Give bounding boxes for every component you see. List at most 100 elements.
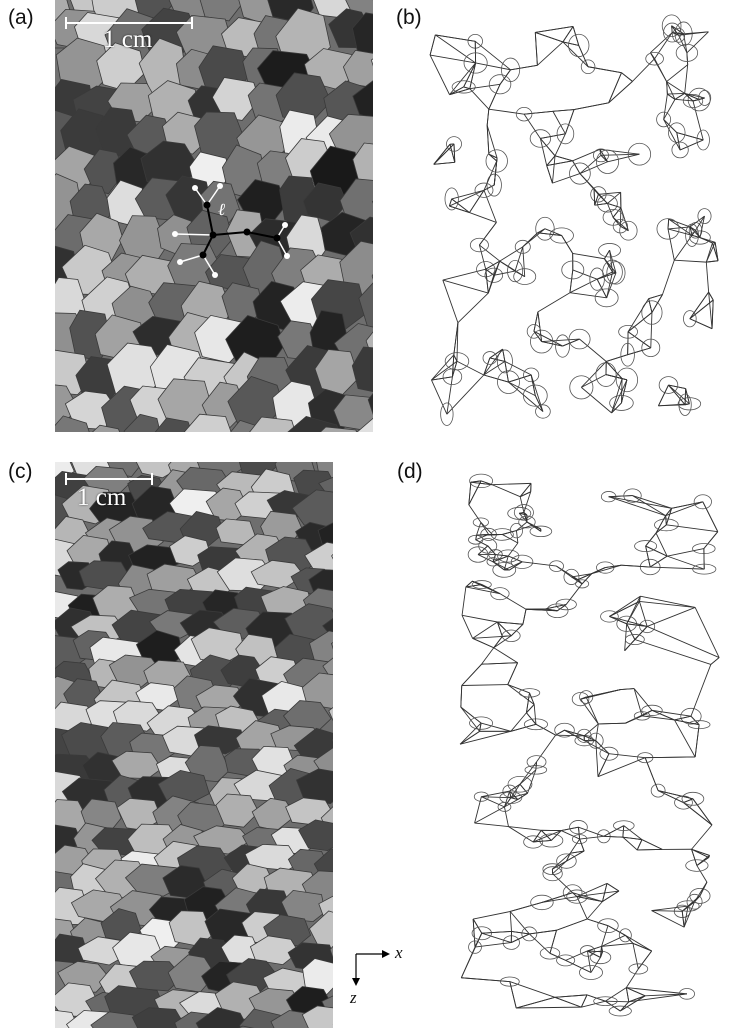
- network-edge: [690, 664, 712, 717]
- network-edge: [472, 637, 494, 649]
- network-edge: [684, 388, 687, 405]
- network-edge: [433, 143, 455, 165]
- network-edge: [461, 977, 510, 983]
- network-edge: [667, 228, 693, 236]
- network-edge: [710, 657, 720, 665]
- network-edge: [674, 715, 692, 721]
- network-edge: [694, 607, 720, 658]
- network-ellipse: [484, 267, 504, 283]
- network-edge: [460, 706, 482, 724]
- network-ellipse: [451, 80, 476, 94]
- network-edge: [601, 925, 609, 947]
- network-edge: [572, 269, 598, 280]
- network-edge: [565, 959, 592, 973]
- grain: [331, 737, 333, 744]
- network-ellipse: [529, 525, 553, 538]
- network-edge: [536, 734, 556, 763]
- network-edge: [483, 357, 491, 376]
- network-edge: [507, 542, 519, 557]
- scale-bar-a: [65, 17, 193, 29]
- network-ellipse: [693, 494, 712, 510]
- scale-label-a: 1 cm: [103, 26, 153, 53]
- network-edge: [683, 798, 694, 804]
- network-edge: [633, 688, 653, 711]
- network-edge: [497, 621, 512, 637]
- network-edge: [650, 312, 653, 348]
- network-edge: [577, 573, 592, 581]
- network-ellipse: [619, 220, 638, 241]
- network-edge: [489, 357, 506, 362]
- network-edge: [472, 918, 476, 948]
- network-edge: [554, 996, 582, 1008]
- network-edge: [651, 910, 683, 912]
- network-ellipse: [627, 142, 652, 166]
- network-edge: [641, 839, 663, 850]
- network-ellipse: [530, 894, 554, 911]
- network-edge: [578, 45, 589, 67]
- network-edge: [600, 951, 603, 958]
- network-edge: [562, 41, 579, 46]
- network-edge: [606, 271, 613, 298]
- network-edge: [668, 384, 686, 406]
- network-edge: [679, 139, 704, 151]
- network-edge: [552, 109, 575, 112]
- network-edge: [449, 189, 485, 207]
- network-ellipse: [608, 1005, 632, 1017]
- network-edge: [658, 790, 693, 800]
- network-edge: [456, 322, 459, 362]
- network-ellipse: [597, 194, 618, 213]
- network-edge: [510, 901, 543, 912]
- network-edge: [546, 155, 556, 166]
- network-edge: [671, 25, 680, 36]
- grain: [128, 960, 184, 992]
- network-edge: [508, 381, 544, 412]
- network-edge: [668, 218, 693, 236]
- network-edge: [686, 31, 709, 54]
- network-edge: [522, 232, 538, 248]
- network-edge: [516, 524, 533, 532]
- network-ellipse: [530, 329, 554, 354]
- network-edge: [695, 215, 705, 231]
- network-edge: [519, 783, 528, 794]
- network-ellipse: [689, 230, 711, 245]
- network-edge: [691, 848, 709, 858]
- network-edge: [663, 99, 676, 120]
- network-edge: [622, 836, 638, 851]
- network-ellipse: [612, 219, 628, 234]
- network-edge: [540, 830, 552, 841]
- network-edge: [625, 987, 630, 1002]
- network-edge: [474, 933, 483, 948]
- network-ellipse: [444, 187, 459, 211]
- network-edge: [645, 756, 696, 759]
- network-ellipse: [499, 791, 523, 804]
- network-edge: [605, 987, 627, 1002]
- network-ellipse: [442, 368, 463, 386]
- network-ellipse: [497, 370, 520, 394]
- network-edge: [689, 299, 714, 320]
- network-edge: [619, 1001, 630, 1012]
- network-edge: [674, 719, 696, 758]
- network-edge: [497, 621, 523, 625]
- network-edge: [621, 564, 651, 568]
- network-ellipse: [598, 243, 621, 258]
- network-edge: [474, 806, 505, 824]
- network-edge: [431, 354, 455, 381]
- network-edge: [655, 532, 668, 557]
- network-edge: [510, 784, 521, 798]
- grain: [342, 49, 373, 88]
- network-edge: [508, 826, 542, 831]
- network-edge: [671, 501, 703, 509]
- network-edge: [684, 64, 689, 94]
- network-edge: [620, 207, 629, 231]
- network-ellipse: [486, 173, 502, 197]
- network-edge: [479, 222, 497, 246]
- network-edge: [483, 374, 509, 383]
- network-edge: [696, 865, 708, 883]
- network-edge: [529, 933, 551, 954]
- network-edge: [624, 639, 636, 651]
- grain: [123, 413, 161, 432]
- network-edge: [654, 32, 673, 59]
- network-edge: [628, 993, 688, 1003]
- network-edge: [623, 825, 643, 840]
- network-edge: [496, 621, 503, 637]
